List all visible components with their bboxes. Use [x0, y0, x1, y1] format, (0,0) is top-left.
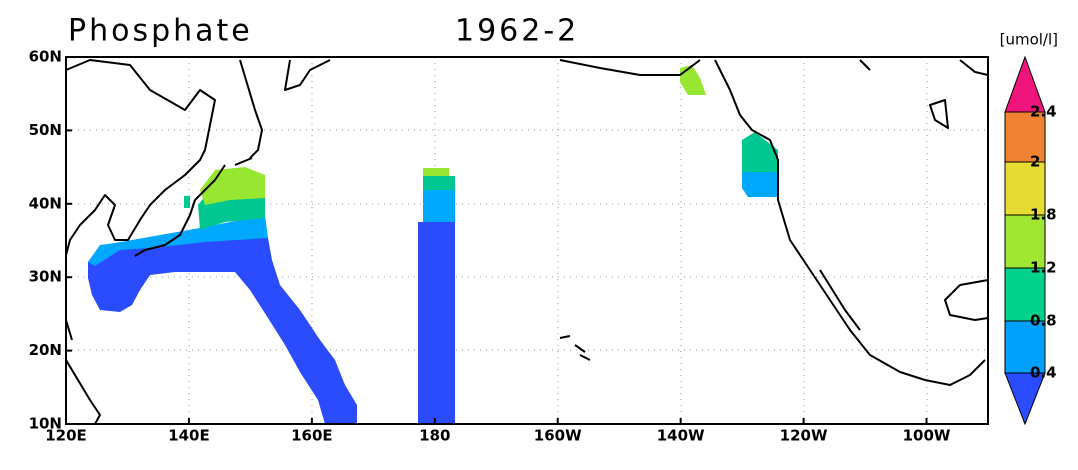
map-title: Phosphate	[68, 14, 253, 49]
x-tick-label: 160E	[291, 427, 333, 445]
concentration-patches	[88, 65, 778, 424]
coastlines	[65, 59, 989, 425]
x-tick-label: 120W	[780, 427, 828, 445]
x-tick-label: 100W	[903, 427, 951, 445]
map-frame	[65, 56, 989, 425]
colorbar-label: 2	[1030, 153, 1040, 171]
colorbar-label: 1.8	[1030, 206, 1057, 224]
y-tick-label: 30N	[29, 268, 62, 286]
colorbar-label: 1.2	[1030, 259, 1057, 277]
x-tick-label: 140E	[168, 427, 210, 445]
colorbar-label: 0.4	[1030, 364, 1057, 382]
y-tick-label: 60N	[29, 48, 62, 66]
x-tick-label: 160W	[534, 427, 582, 445]
map-period: 1962-2	[455, 14, 579, 49]
colorbar-label: 0.8	[1030, 312, 1057, 330]
y-tick-label: 40N	[29, 194, 62, 212]
colorbar-unit: [umol/l]	[1000, 31, 1058, 49]
x-tick-label: 120E	[45, 427, 87, 445]
y-tick-label: 10N	[29, 415, 62, 433]
y-tick-label: 50N	[29, 121, 62, 139]
grid	[66, 57, 988, 424]
colorbar	[1004, 55, 1046, 426]
colorbar-label: 2.4	[1030, 103, 1057, 121]
y-tick-label: 20N	[29, 341, 62, 359]
x-tick-label: 180	[419, 427, 450, 445]
x-tick-label: 140W	[657, 427, 705, 445]
